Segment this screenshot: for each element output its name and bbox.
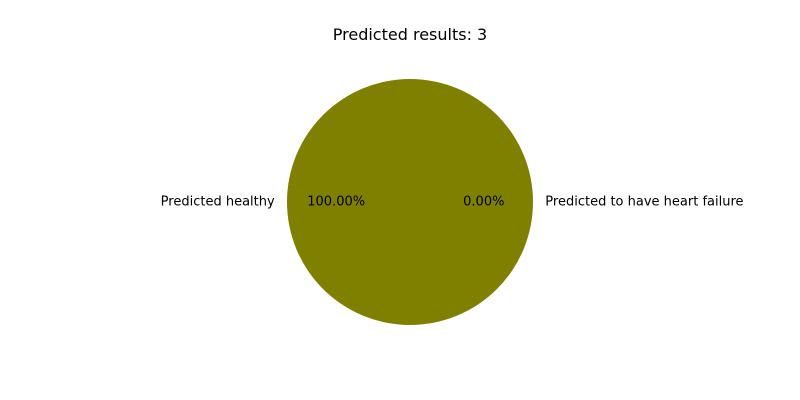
pie-label-predicted-healthy: Predicted healthy (161, 195, 275, 210)
pie-labels: Predicted to have heart failure 0.00% Pred… (161, 195, 744, 210)
pie-label-predicted-to-have-heart-failure: Predicted to have heart failure (545, 195, 743, 210)
pie-pct-label-predicted-to-have-heart-failure: 0.00% (463, 195, 504, 210)
pie-slice-predicted-healthy (287, 79, 533, 325)
pie-slices (287, 79, 533, 325)
chart-title: Predicted results: 3 (333, 25, 487, 44)
pie-pct-label-predicted-healthy: 100.00% (307, 195, 365, 210)
